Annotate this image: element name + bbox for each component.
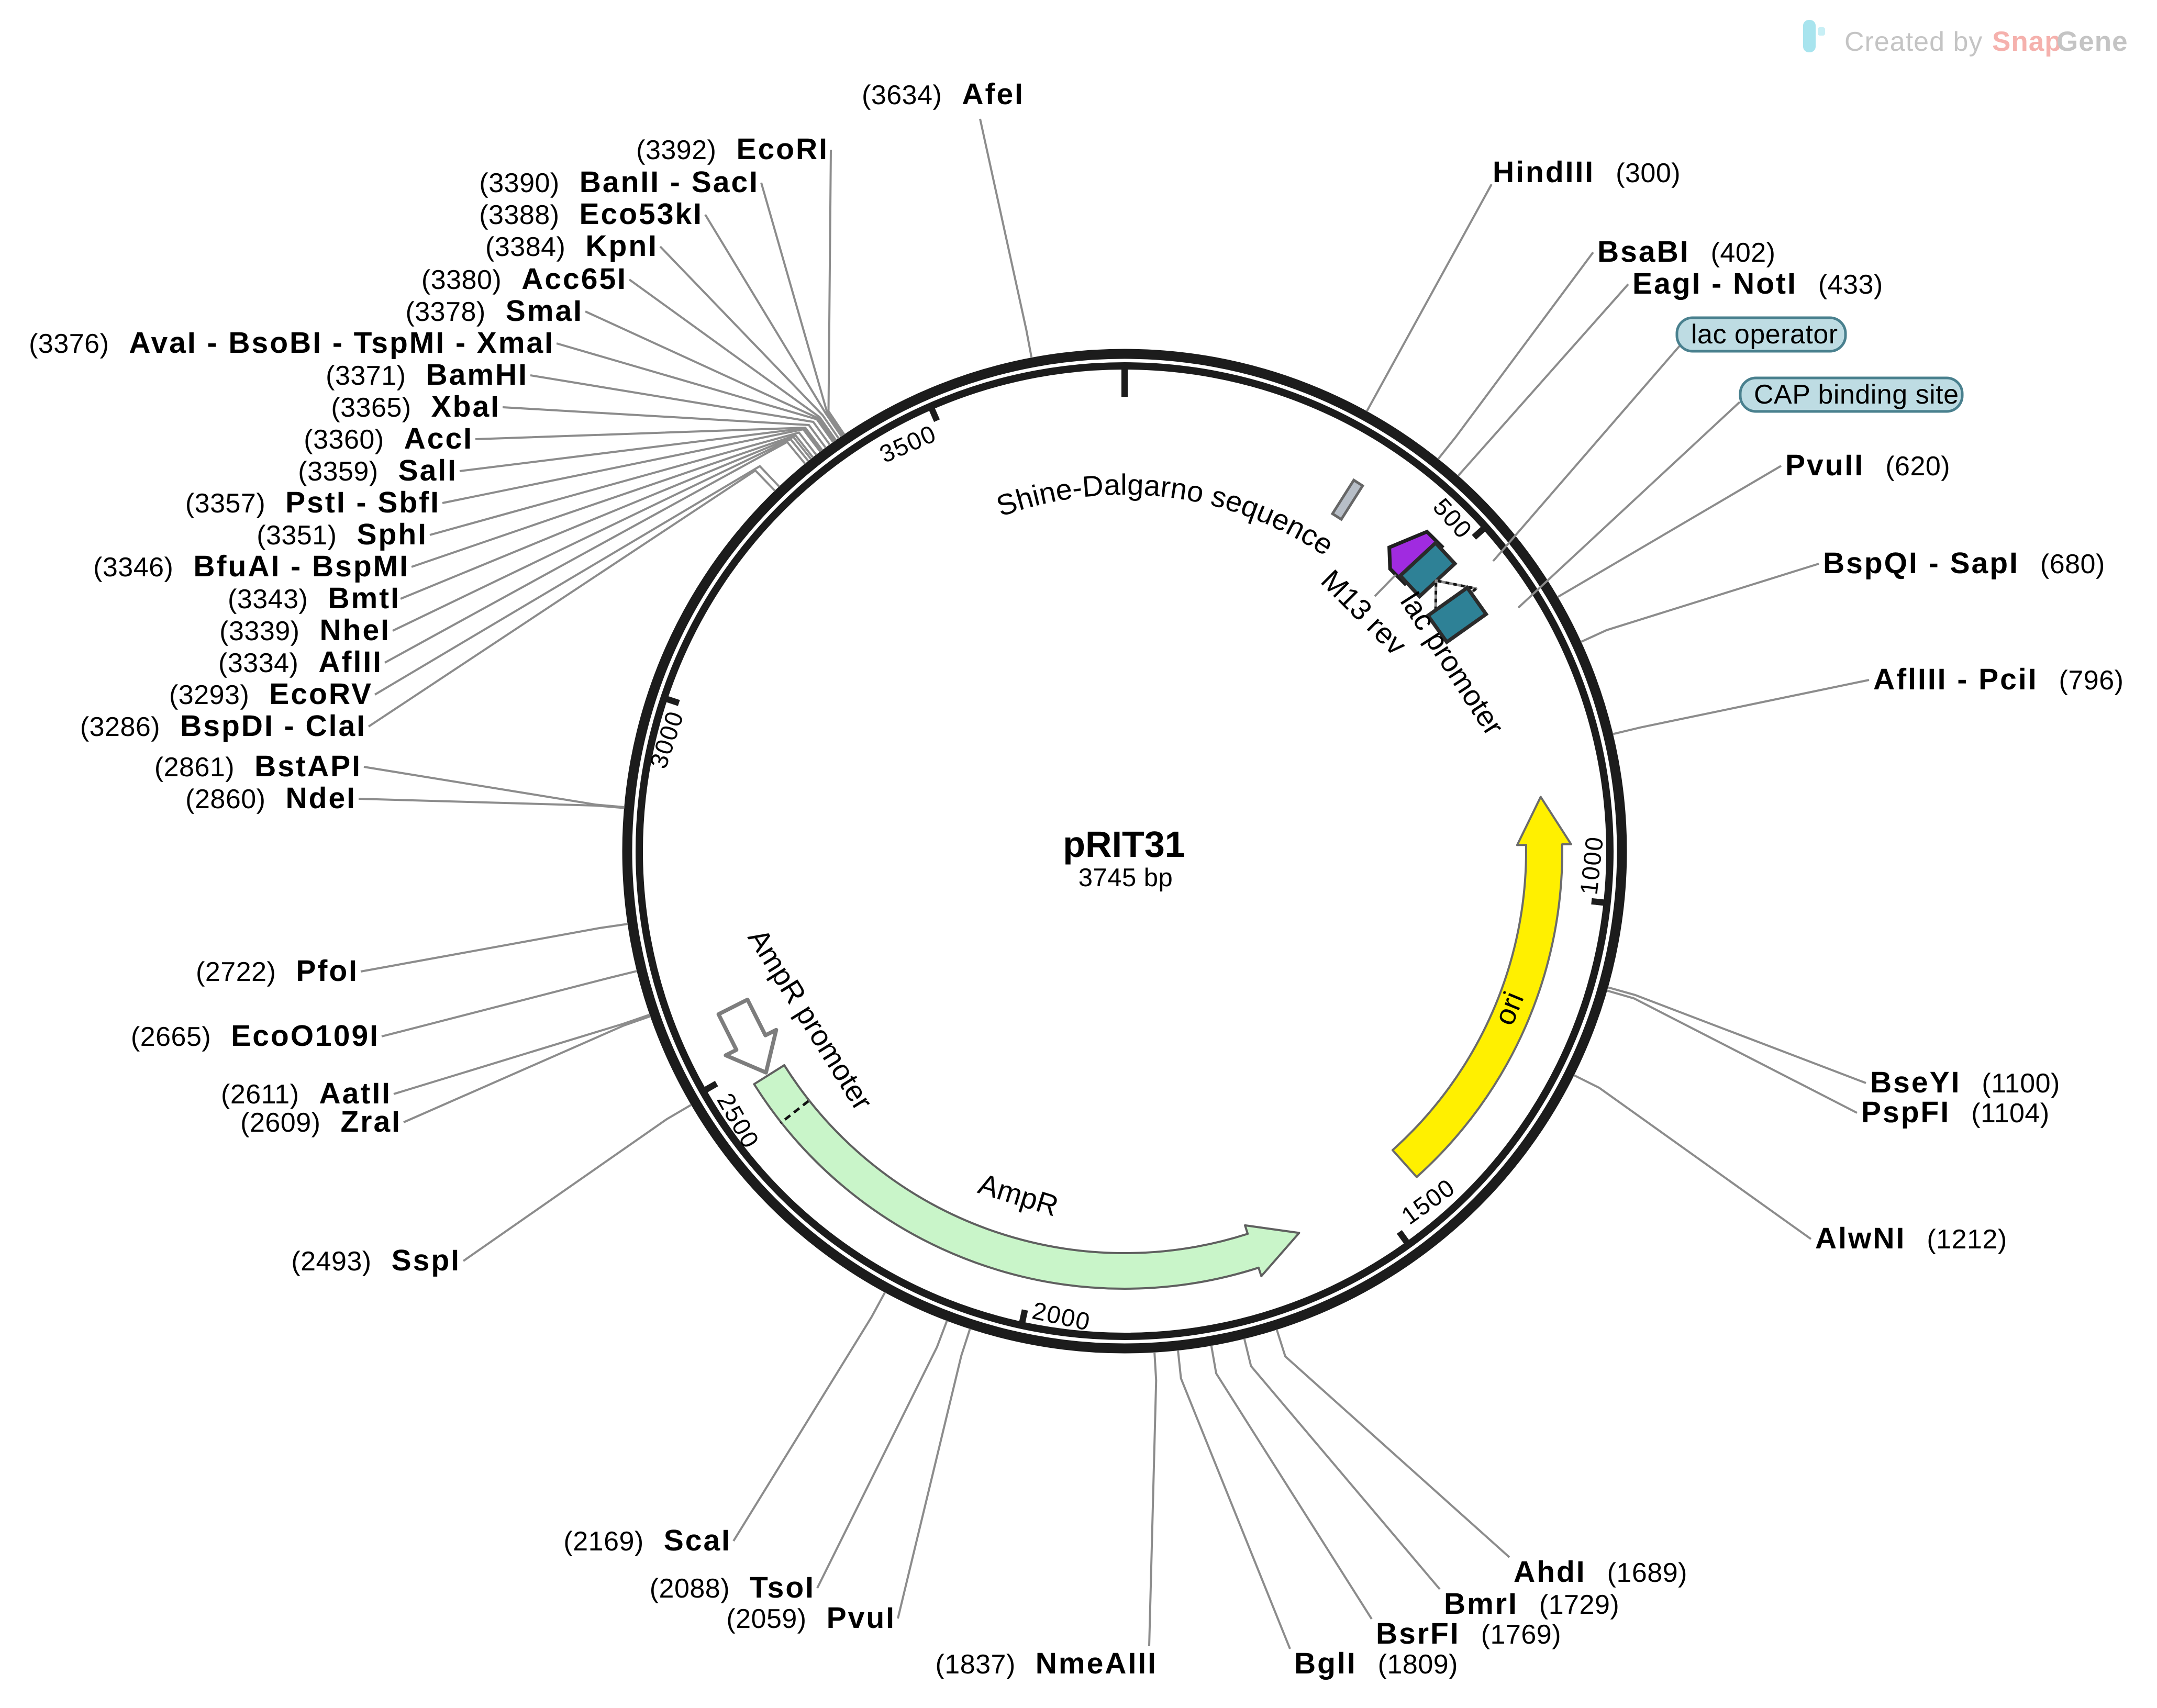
svg-text:AhdI(1689): AhdI (1689)	[1514, 1555, 1687, 1589]
svg-text:(3392)EcoRI: (3392) EcoRI	[636, 132, 829, 166]
svg-text:(3351)SphI: (3351) SphI	[257, 518, 428, 551]
svg-text:(3357)PstI - SbfI: (3357) PstI - SbfI	[185, 486, 440, 519]
svg-text:Snap: Snap	[1992, 26, 2062, 57]
svg-text:BsrFI(1769): BsrFI (1769)	[1376, 1617, 1561, 1650]
svg-text:(2059)PvuI: (2059) PvuI	[726, 1601, 896, 1635]
svg-text:(3634)AfeI: (3634) AfeI	[862, 77, 1025, 111]
svg-text:3745 bp: 3745 bp	[1078, 864, 1173, 892]
svg-text:BspQI - SapI(680): BspQI - SapI (680)	[1823, 546, 2105, 580]
svg-text:(2722)PfoI: (2722) PfoI	[196, 954, 359, 988]
svg-text:HindIII(300): HindIII (300)	[1493, 155, 1681, 189]
svg-text:(2860)NdeI: (2860) NdeI	[185, 782, 357, 815]
svg-text:(2088)TsoI: (2088) TsoI	[650, 1571, 815, 1604]
svg-text:(3365)XbaI: (3365) XbaI	[331, 390, 501, 423]
svg-text:(1837)NmeAIII: (1837) NmeAIII	[935, 1647, 1158, 1680]
svg-text:(2861)BstAPI: (2861) BstAPI	[154, 750, 362, 783]
svg-text:EagI - NotI(433): EagI - NotI (433)	[1632, 267, 1883, 300]
svg-text:1000: 1000	[1575, 834, 1609, 896]
svg-text:(3380)Acc65I: (3380) Acc65I	[421, 262, 627, 296]
svg-text:(3376)AvaI - BsoBI - TspMI - X: (3376) AvaI - BsoBI - TspMI - XmaI	[29, 326, 554, 360]
svg-text:BglI(1809): BglI (1809)	[1294, 1647, 1458, 1680]
svg-text:BmrI(1729): BmrI (1729)	[1444, 1587, 1619, 1621]
svg-text:(3334)AflII: (3334) AflII	[218, 645, 383, 679]
svg-text:lac operator: lac operator	[1691, 319, 1838, 350]
svg-text:(2169)ScaI: (2169) ScaI	[563, 1524, 731, 1557]
svg-text:(3360)AccI: (3360) AccI	[304, 422, 473, 455]
svg-text:(3388)Eco53kI: (3388) Eco53kI	[479, 197, 703, 231]
svg-text:(2493)SspI: (2493) SspI	[291, 1244, 461, 1277]
svg-text:(2611)AatII: (2611) AatII	[221, 1077, 392, 1110]
svg-text:(3384)KpnI: (3384) KpnI	[485, 229, 658, 263]
svg-text:AflIII - PciI(796): AflIII - PciI (796)	[1873, 663, 2123, 696]
svg-text:(3346)BfuAI - BspMI: (3346) BfuAI - BspMI	[93, 550, 409, 583]
svg-text:(3359)SalI: (3359) SalI	[298, 454, 458, 487]
svg-text:Created by: Created by	[1844, 27, 1983, 57]
svg-text:PspFI(1104): PspFI (1104)	[1861, 1096, 2050, 1129]
svg-text:BsaBI(402): BsaBI (402)	[1597, 235, 1775, 269]
svg-text:CAP binding site: CAP binding site	[1754, 379, 1959, 410]
svg-text:(3378)SmaI: (3378) SmaI	[405, 294, 583, 328]
svg-text:pRIT31: pRIT31	[1063, 824, 1185, 865]
svg-text:BseYI(1100): BseYI (1100)	[1870, 1066, 2060, 1099]
svg-text:Gene: Gene	[2056, 26, 2128, 57]
svg-text:(3339)NheI: (3339) NheI	[219, 613, 391, 647]
svg-text:(2609)ZraI: (2609) ZraI	[240, 1105, 402, 1138]
svg-text:(3371)BamHI: (3371) BamHI	[326, 358, 528, 392]
svg-text:AlwNI(1212): AlwNI (1212)	[1815, 1222, 2007, 1255]
svg-text:(3343)BmtI: (3343) BmtI	[228, 582, 401, 615]
svg-text:PvuII(620): PvuII (620)	[1785, 449, 1950, 482]
svg-text:(3390)BanII - SacI: (3390) BanII - SacI	[479, 165, 759, 199]
svg-text:(3293)EcoRV: (3293) EcoRV	[169, 677, 373, 711]
svg-text:(2665)EcoO109I: (2665) EcoO109I	[131, 1019, 380, 1053]
svg-text:(3286)BspDI - ClaI: (3286) BspDI - ClaI	[80, 709, 366, 743]
